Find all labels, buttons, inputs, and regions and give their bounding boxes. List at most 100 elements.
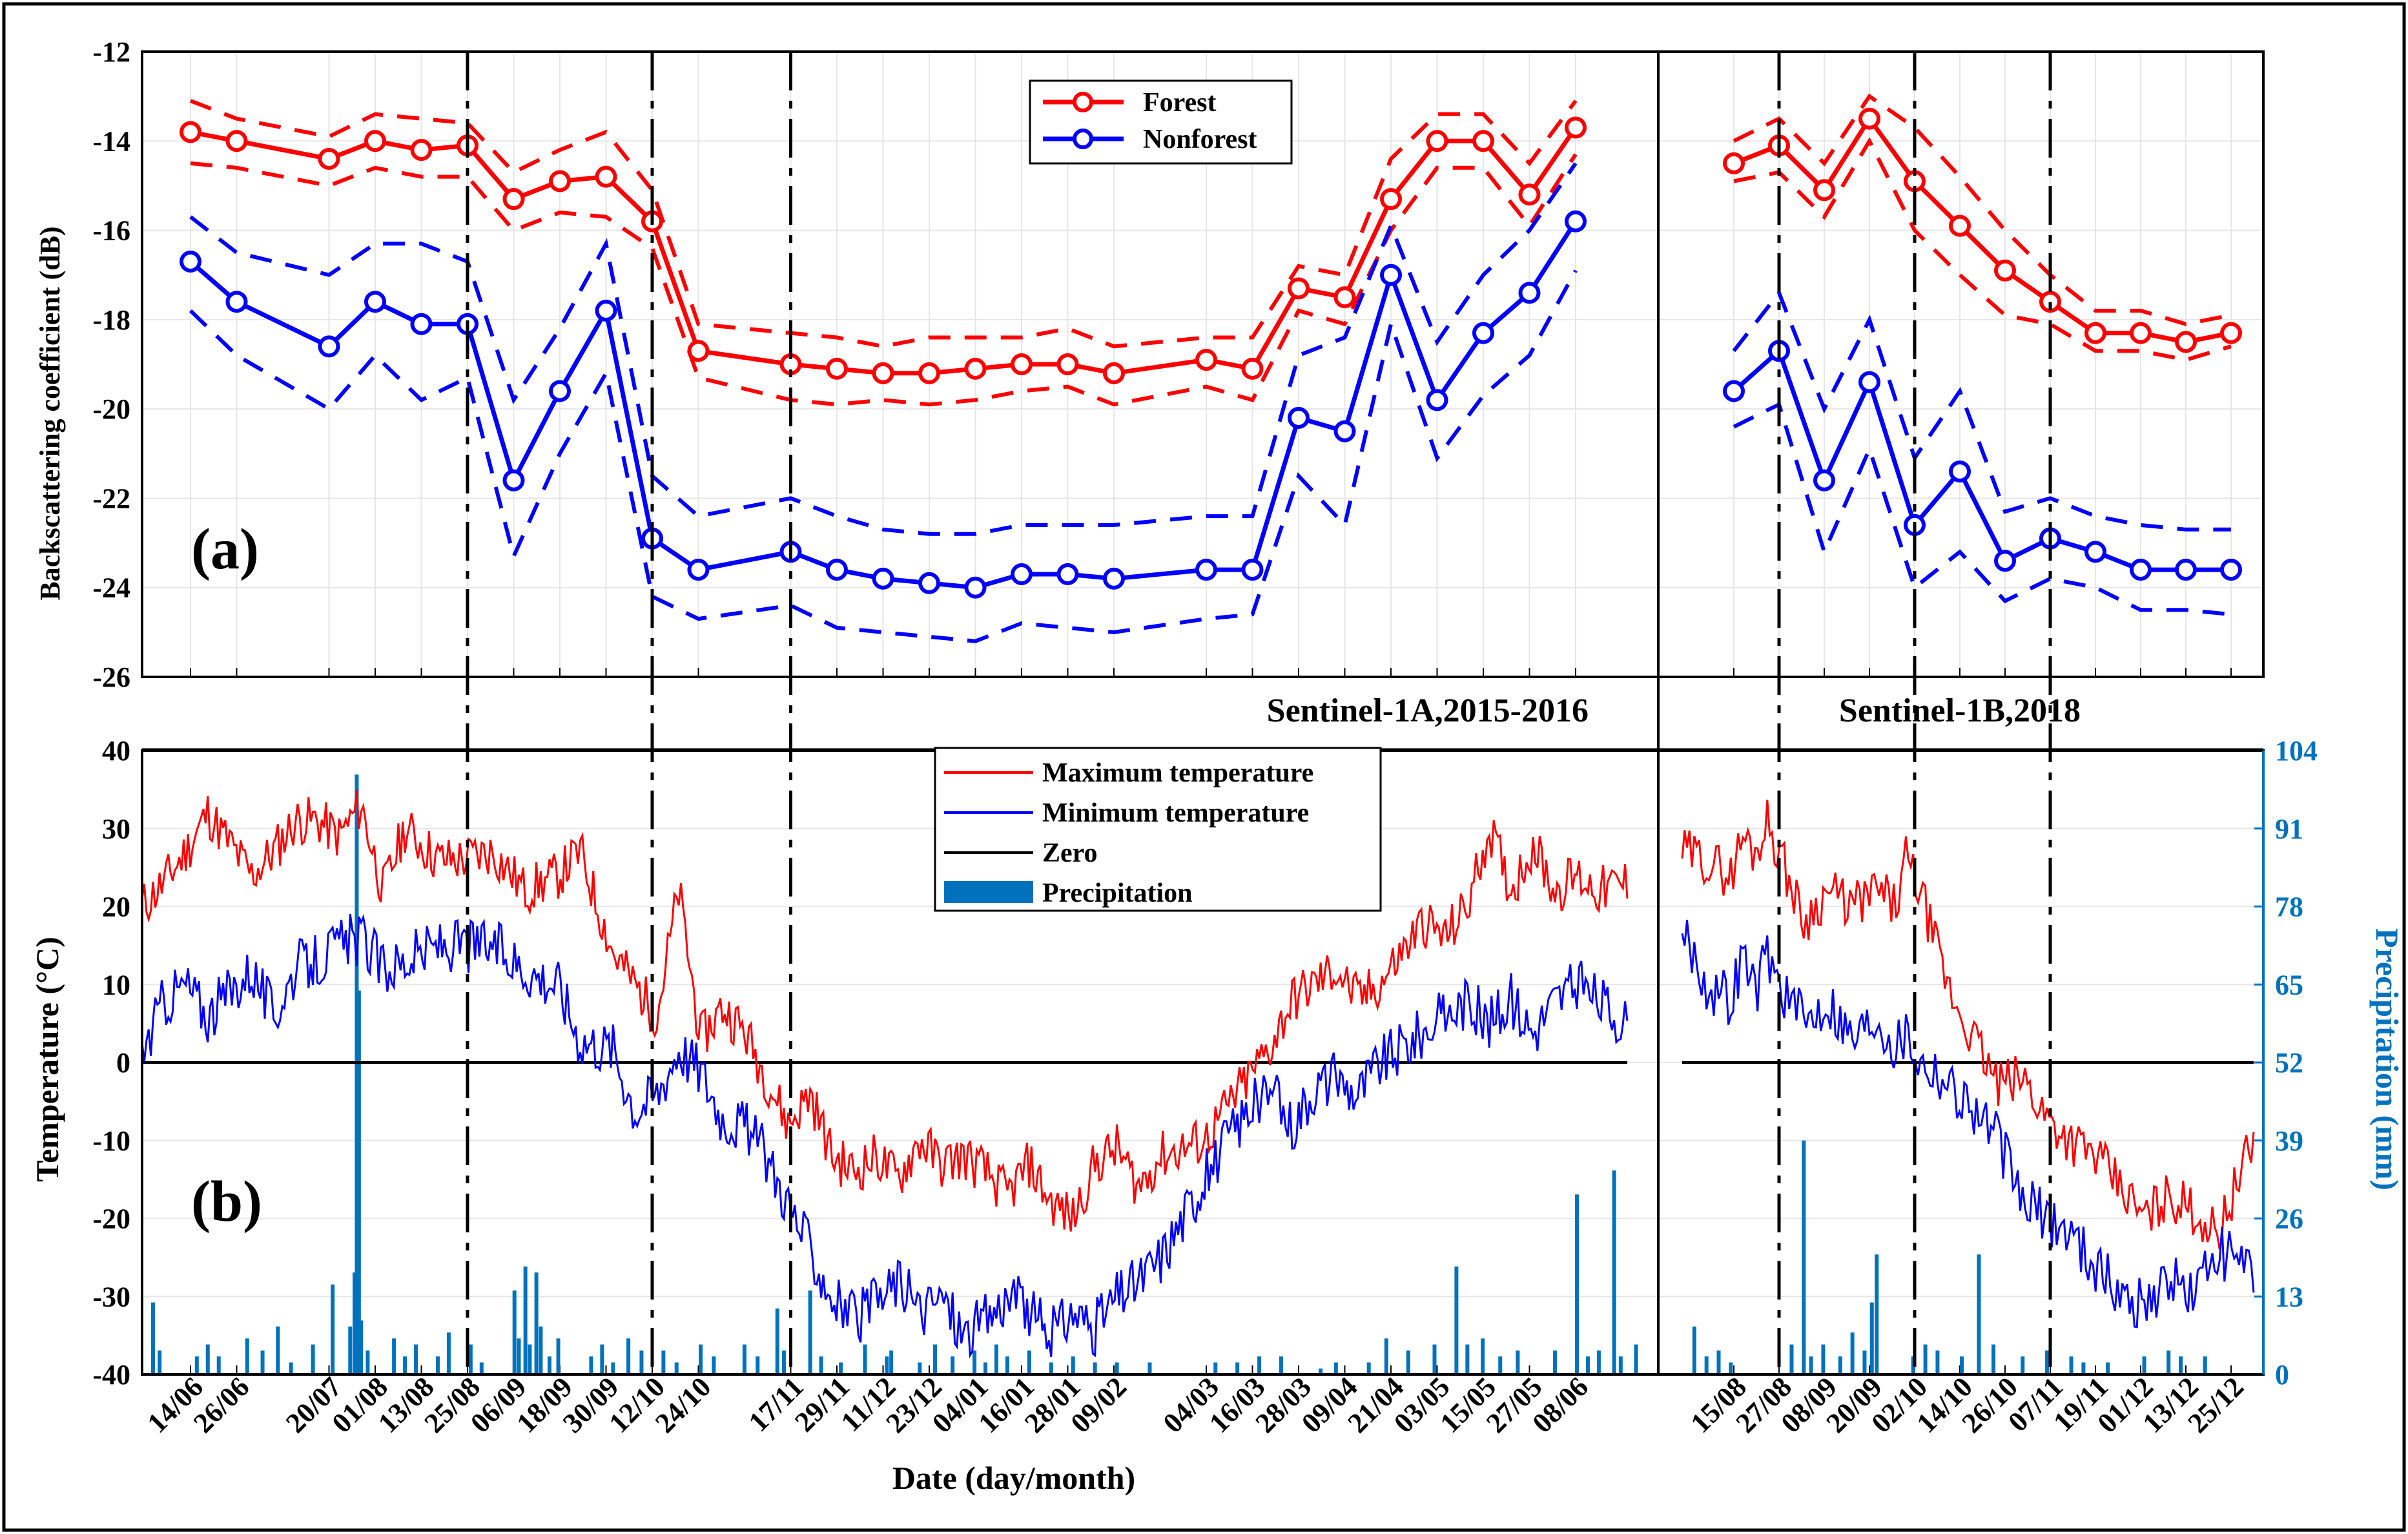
data-point-forest [1288,277,1310,300]
precipitation-bar [403,1356,407,1374]
precipitation-bar [742,1344,746,1374]
precipitation-bar [2166,1350,2171,1374]
y-tick-label-a: -22 [92,482,130,514]
data-point-nonforest [595,300,617,322]
legend-a: Forest Nonforest [1029,79,1293,165]
data-point-forest [225,130,248,152]
y-tick-label-b: 40 [102,735,130,767]
data-point-forest [1723,152,1745,174]
y-tick-label-a: -16 [92,215,130,247]
precipitation-bar [589,1356,593,1374]
precipitation-bar [359,1320,364,1374]
data-point-forest [2130,322,2152,344]
precipitation-bar [1850,1332,1855,1374]
data-point-forest [1858,107,1880,130]
data-point-nonforest [549,380,571,402]
y-tick-label-a: -14 [92,125,130,157]
precipitation-bar [1935,1350,1940,1374]
data-point-forest [1195,349,1217,371]
precipitation-bar [1027,1350,1031,1374]
series-line-forest-lower [190,153,1578,407]
precipitation-bar [2203,1356,2207,1374]
y-tick-label-a: -26 [92,661,130,693]
precipitation-bar [1960,1356,1964,1374]
precipitation-bar [311,1344,315,1374]
precipitation-bar [355,774,359,1374]
data-point-nonforest [1288,406,1310,429]
y-axis-label-a: Backscattering coefficient (dB) [34,226,66,600]
precipitation-bar [863,1344,867,1374]
data-point-forest [180,121,201,143]
precipitation-bar [1821,1344,1826,1374]
precipitation-bar [1498,1356,1503,1374]
precipitation-bar [756,1356,760,1374]
precipitation-bar [547,1356,551,1374]
precipitation-bar [353,1272,357,1374]
x-axis-label: Date (day/month) [892,1460,1135,1496]
legend-b-min-label: Minimum temperature [1042,798,1309,828]
legend-b-precip-label: Precipitation [1042,878,1193,908]
data-point-nonforest [1472,322,1494,344]
precipitation-bar [712,1356,716,1374]
y-tick-label-right-b: 65 [2275,969,2303,1000]
precipitation-bar [1115,1362,1119,1374]
legend-b: Maximum temperature Minimum temperature … [934,747,1382,912]
precipitation-bar [1465,1344,1470,1374]
precipitation-bar [933,1344,938,1374]
precipitation-bar [2021,1356,2025,1374]
data-point-nonforest [1858,371,1880,393]
precipitation-bar [1432,1344,1437,1374]
data-point-nonforest [1056,563,1079,585]
precipitation-bar [781,1350,786,1374]
precipitation-bar [1366,1362,1371,1374]
y-tick-label-b: -30 [92,1281,130,1312]
precipitation-bar [1923,1344,1928,1374]
data-point-nonforest [410,313,433,335]
precipitation-bar [528,1344,532,1374]
precipitation-bar [1692,1326,1696,1374]
subplot-title-s1a: Sentinel-1A,2015-2016 [1267,692,1589,729]
precipitation-bar [1838,1356,1842,1374]
data-point-nonforest [1380,264,1402,286]
precipitation-bar [819,1356,823,1374]
data-point-nonforest [2084,541,2106,563]
y-tick-label-b: -10 [92,1125,130,1157]
data-point-forest [1380,188,1402,211]
subplot-title-s1b: Sentinel-1B,2018 [1839,692,2081,729]
precipitation-bar [1319,1368,1323,1374]
data-point-forest [1056,353,1079,375]
data-point-nonforest [2130,559,2152,581]
data-point-forest [1518,183,1541,206]
precipitation-bar [1235,1362,1240,1374]
data-point-forest [318,147,340,170]
precipitation-bar [639,1350,644,1374]
min-temperature-line [141,913,1629,1358]
precipitation-bar [1789,1344,1794,1374]
y-tick-label-a: -12 [92,36,130,68]
precipitation-bar [972,1350,977,1374]
precipitation-bar [216,1356,221,1374]
panel-label-a: (a) [191,517,259,581]
precipitation-bar [276,1326,280,1374]
series-line-nonforest-lower [1733,401,2232,617]
series-line-forest-upper [1733,93,2232,326]
y-tick-label-b: 10 [102,969,130,1000]
y-axis-label-right-b: Precipitation (mm) [2369,928,2405,1190]
precipitation-bar [1406,1350,1410,1374]
precipitation-bar [951,1356,955,1374]
data-point-nonforest [687,559,710,581]
data-point-nonforest [1195,559,1217,581]
data-point-nonforest [2220,559,2242,581]
precipitation-bar [158,1350,162,1374]
precipitation-bar [539,1326,543,1374]
y-tick-label-a: -18 [92,304,130,336]
data-point-nonforest [1426,389,1448,411]
precipitation-bar [468,1344,473,1374]
precipitation-bar [1729,1362,1733,1374]
data-point-forest [964,357,987,380]
legend-b-zero-label: Zero [1042,838,1098,868]
y-tick-label-right-b: 104 [2275,735,2318,767]
y-tick-label-b: 0 [116,1047,130,1079]
precipitation-bar [1802,1140,1806,1374]
